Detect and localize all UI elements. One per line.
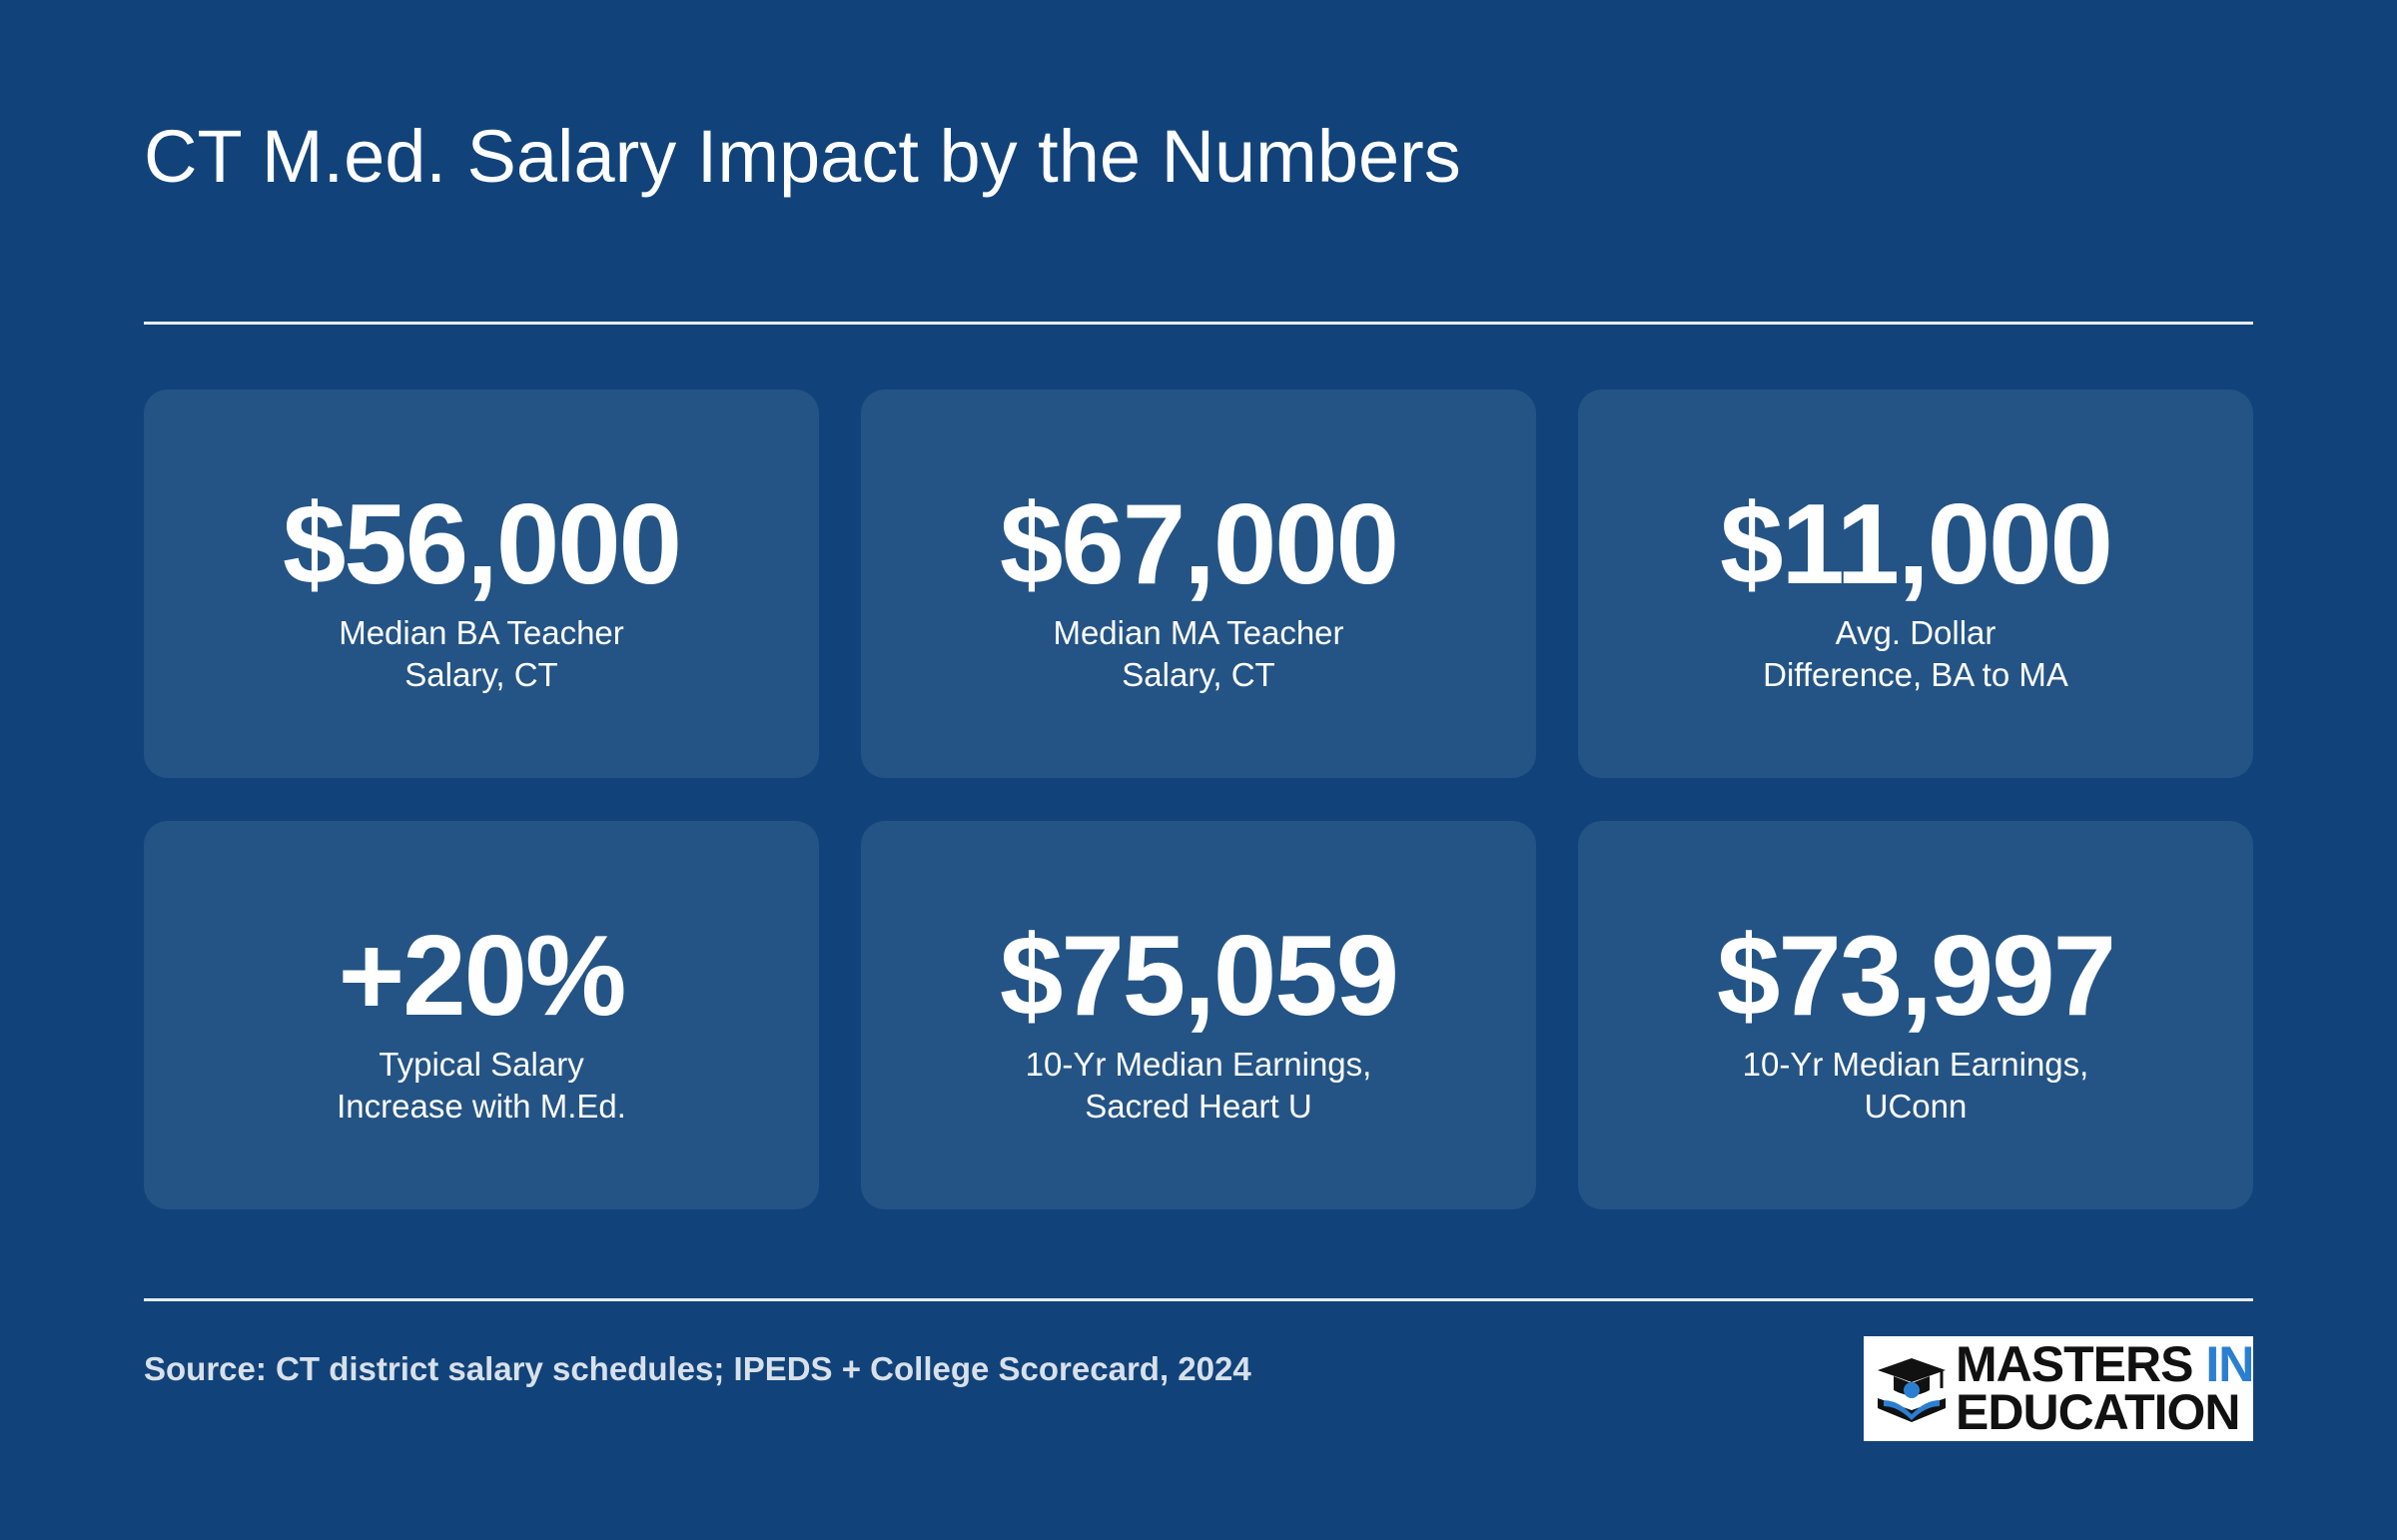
title: CT M.ed. Salary Impact by the Numbers	[144, 115, 1461, 198]
divider	[144, 322, 2253, 325]
stat-label-line: Typical Salary	[379, 1046, 584, 1083]
logo: MASTERS IN EDUCATION	[1864, 1336, 2254, 1441]
stat-label-line: Median MA Teacher	[1053, 614, 1344, 651]
stat-label-line: 10-Yr Median Earnings,	[1025, 1046, 1372, 1083]
stat-value: $56,000	[282, 481, 682, 608]
stat-label-line: Salary, CT	[404, 656, 558, 693]
stat-label-line: Sacred Heart U	[1085, 1088, 1312, 1125]
stat-card: $75,059 10-Yr Median Earnings, Sacred Hear…	[861, 821, 1536, 1209]
stat-label-line: 10-Yr Median Earnings,	[1742, 1046, 2089, 1083]
stat-label-line: Difference, BA to MA	[1763, 656, 2068, 693]
source-note: Source: CT district salary schedules; IP…	[144, 1350, 1251, 1387]
stat-card: $11,000 Avg. Dollar Difference, BA to MA	[1578, 389, 2253, 778]
stat-value: $73,997	[1716, 913, 2116, 1040]
stat-label: Median MA Teacher Salary, CT	[861, 612, 1536, 696]
logo-text: EDUCATION	[1956, 1384, 2241, 1440]
stat-label: 10-Yr Median Earnings, Sacred Heart U	[861, 1044, 1536, 1128]
stat-card: $67,000 Median MA Teacher Salary, CT	[861, 389, 1536, 778]
stat-card: $73,997 10-Yr Median Earnings, UConn	[1578, 821, 2253, 1209]
stat-value: $75,059	[999, 913, 1399, 1040]
stat-label: 10-Yr Median Earnings, UConn	[1578, 1044, 2253, 1128]
logo-icon	[1878, 1358, 1946, 1422]
stat-value: $67,000	[999, 481, 1399, 608]
stat-label-line: Increase with M.Ed.	[337, 1088, 626, 1125]
logo-text: MASTERS	[1956, 1336, 2193, 1392]
divider	[144, 1298, 2253, 1301]
stat-label: Typical Salary Increase with M.Ed.	[144, 1044, 819, 1128]
stat-label-line: Median BA Teacher	[339, 614, 624, 651]
stat-value: $11,000	[1720, 481, 2113, 608]
stat-label-line: UConn	[1864, 1088, 1968, 1125]
stat-card: +20% Typical Salary Increase with M.Ed.	[144, 821, 819, 1209]
stat-value: +20%	[338, 913, 627, 1040]
stat-label-line: Avg. Dollar	[1835, 614, 1997, 651]
logo-text: IN	[2205, 1336, 2254, 1392]
stat-label: Avg. Dollar Difference, BA to MA	[1578, 612, 2253, 696]
stat-label: Median BA Teacher Salary, CT	[144, 612, 819, 696]
stat-label-line: Salary, CT	[1122, 656, 1275, 693]
stat-card: $56,000 Median BA Teacher Salary, CT	[144, 389, 819, 778]
